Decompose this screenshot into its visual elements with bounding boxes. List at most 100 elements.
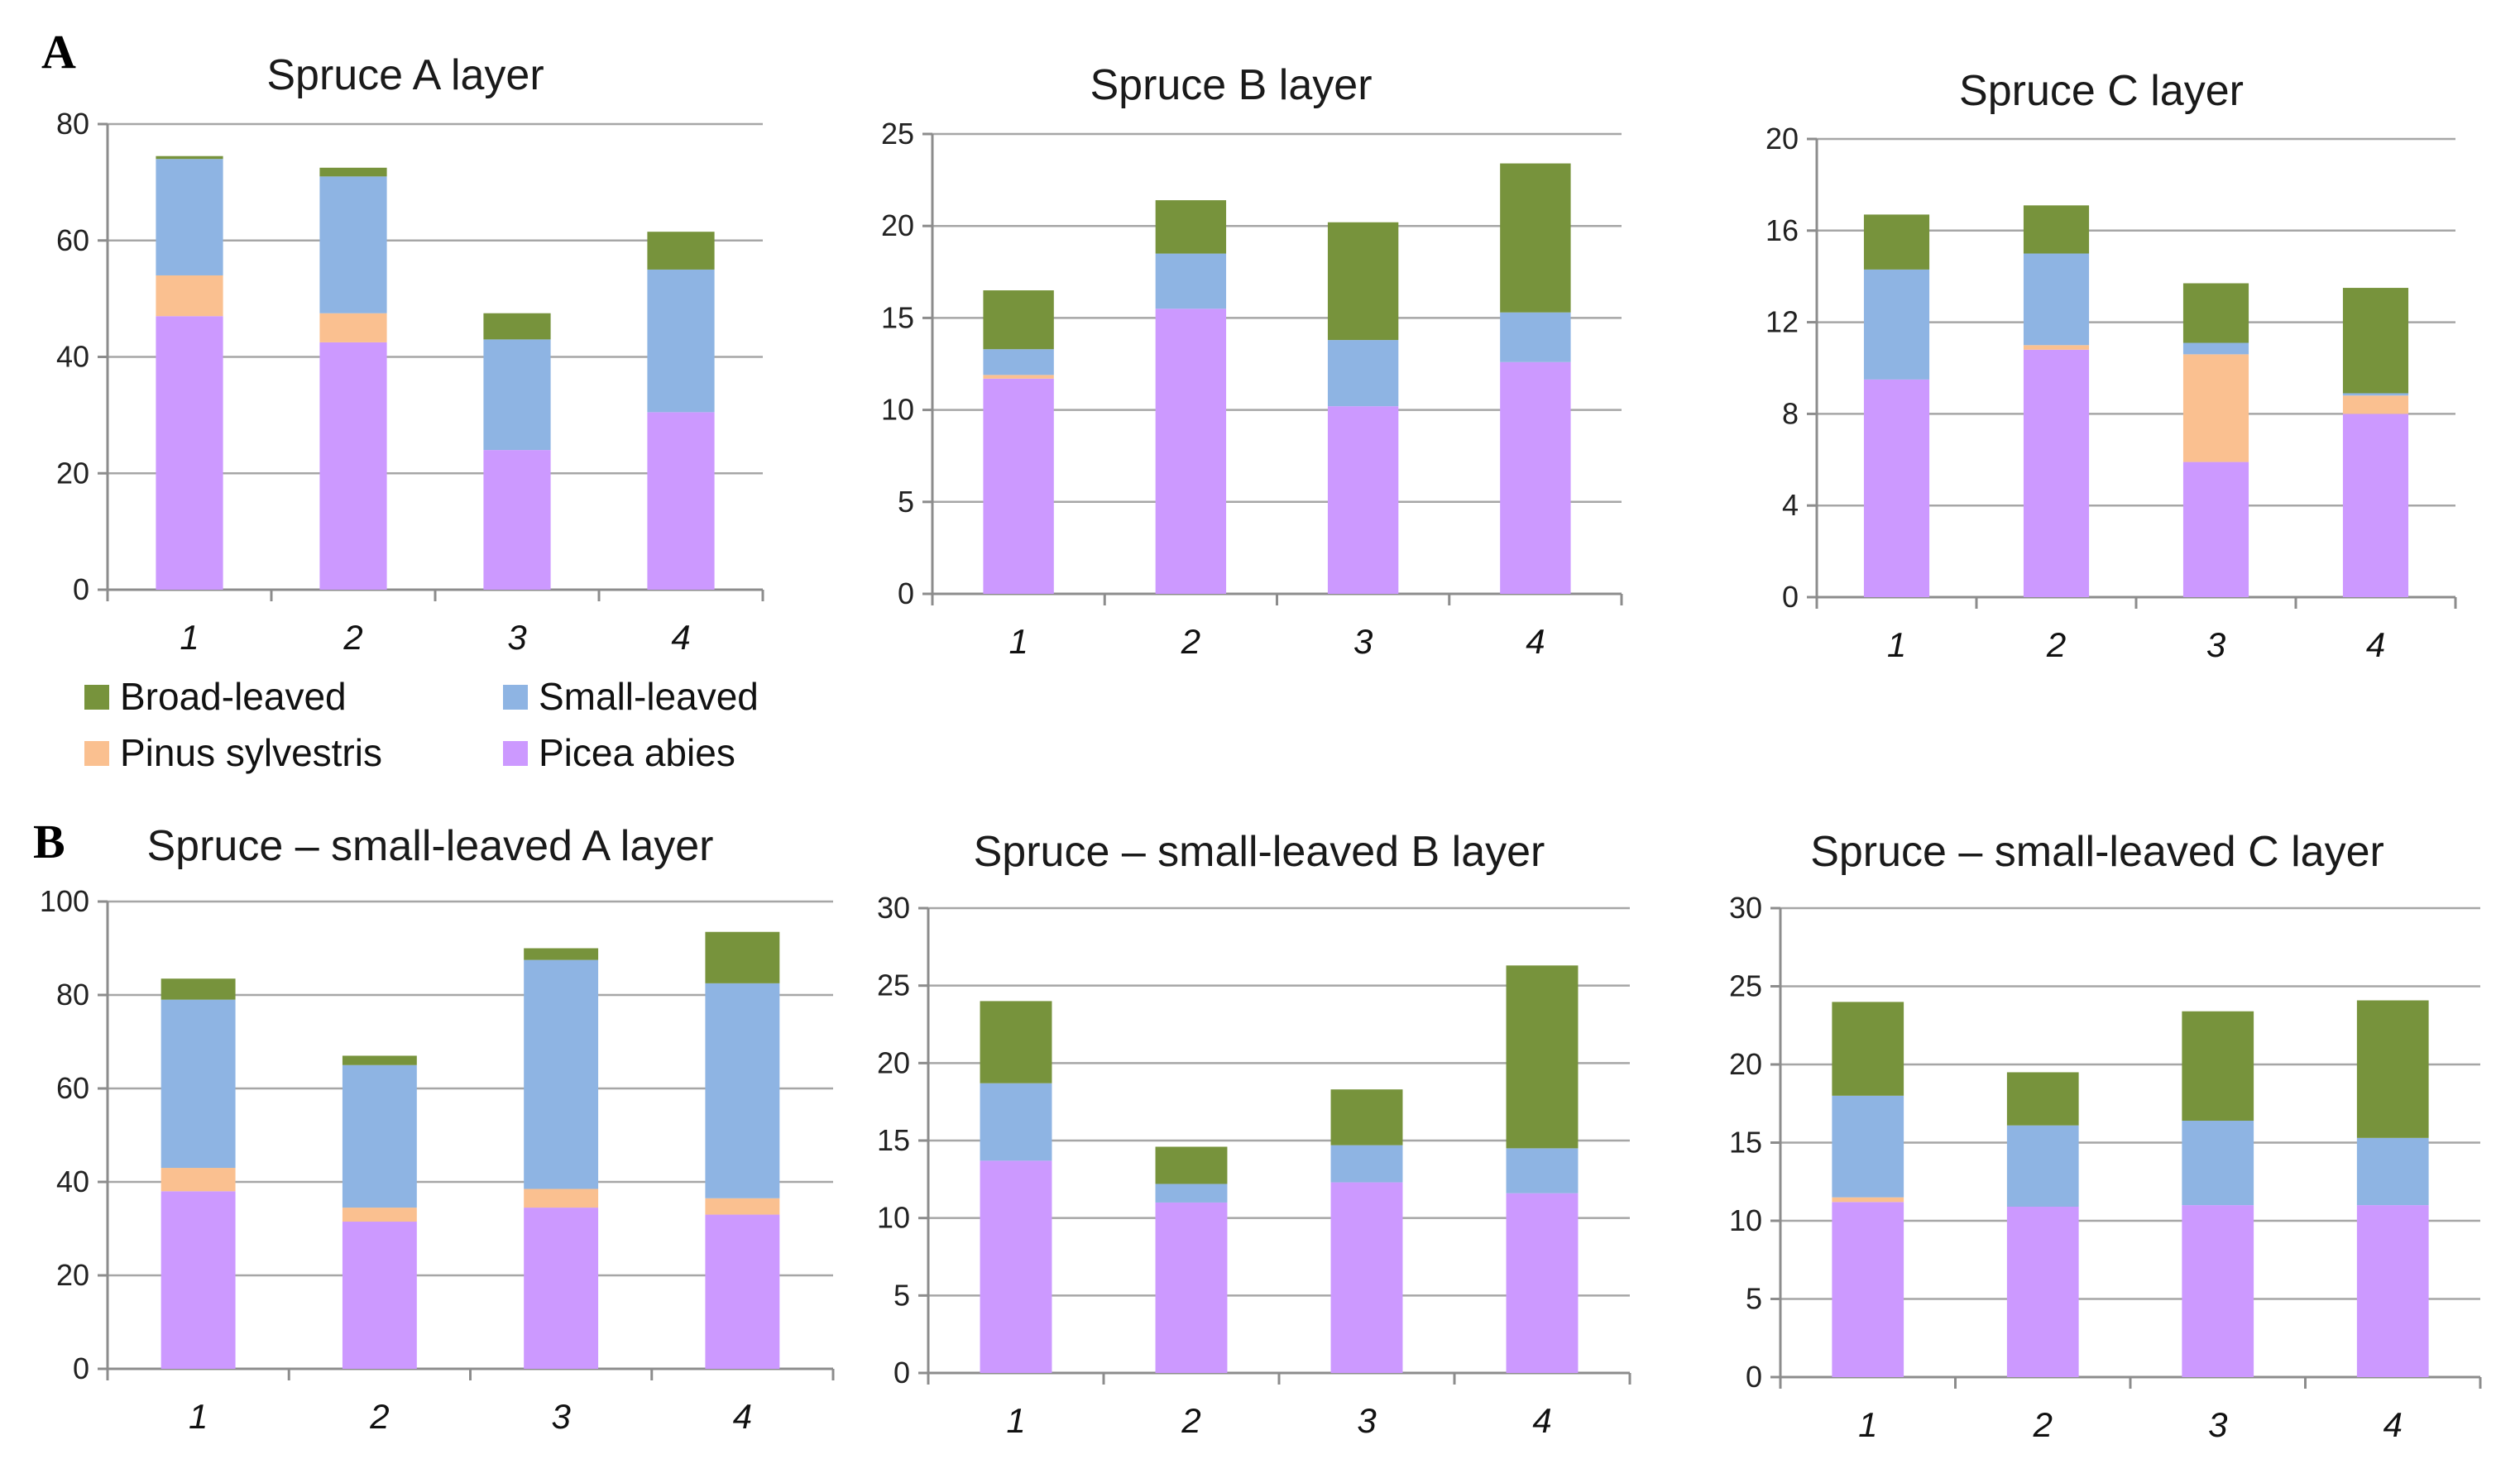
legend-swatch-pinus-sylvestris	[84, 741, 109, 766]
y-tick-label: 20	[877, 1045, 910, 1079]
chart-6: Spruce – small-leaved C layer 0 5 10 15 20 25 3…	[1729, 828, 2482, 1444]
y-tick-label: 60	[56, 1071, 89, 1105]
bar-picea-abies-3	[483, 450, 551, 590]
y-tick-label: 0	[898, 576, 914, 610]
bar-picea-abies-1	[1832, 1202, 1904, 1377]
bar-picea-abies-2	[342, 1222, 417, 1369]
y-tick-label: 20	[56, 456, 89, 490]
bar-pinus-sylvestris-4	[2342, 395, 2409, 414]
bar-picea-abies-1	[156, 316, 223, 590]
bar-small-leaved-4	[1500, 312, 1571, 362]
bar-broad-leaved-1	[156, 155, 223, 160]
x-tick-label: 1	[1006, 1401, 1025, 1440]
bar-small-leaved-1	[156, 159, 223, 275]
bar-broad-leaved-3	[2182, 1011, 2254, 1122]
y-tick-label: 10	[881, 393, 914, 427]
bar-picea-abies-2	[1155, 1202, 1228, 1373]
bar-small-leaved-1	[980, 1083, 1052, 1161]
y-tick-label: 10	[877, 1201, 910, 1235]
legend-swatch-picea-abies	[503, 741, 528, 766]
bar-picea-abies-2	[2023, 349, 2090, 597]
y-tick-label: 25	[1729, 969, 1762, 1003]
x-tick-label: 2	[2033, 1405, 2053, 1444]
bar-picea-abies-2	[2006, 1206, 2079, 1377]
bar-small-leaved-2	[319, 176, 387, 313]
bar-broad-leaved-1	[1863, 214, 1930, 270]
y-tick-label: 12	[1765, 305, 1799, 339]
x-tick-label: 2	[1181, 1401, 1200, 1440]
bar-pinus-sylvestris-3	[524, 1189, 599, 1208]
x-tick-label: 3	[551, 1397, 570, 1436]
legend-label-pinus-sylvestris: Pinus sylvestris	[120, 731, 382, 774]
x-tick-label: 3	[2208, 1405, 2227, 1444]
bar-picea-abies-3	[524, 1208, 599, 1369]
chart-2: Spruce B layer 0 5 10 15 20 25 1 2 3 4	[881, 61, 1623, 661]
legend-item-small-leaved: Small-leaved	[503, 675, 759, 718]
bar-pinus-sylvestris-1	[156, 275, 223, 317]
x-tick-label: 3	[2206, 625, 2225, 664]
y-tick-label: 5	[898, 485, 914, 519]
x-tick-label: 4	[2366, 625, 2385, 664]
x-tick-label: 4	[2383, 1405, 2403, 1444]
legend-label-picea-abies: Picea abies	[539, 731, 735, 774]
y-tick-label: 8	[1782, 396, 1799, 430]
bar-broad-leaved-3	[1330, 1089, 1403, 1146]
bar-broad-leaved-2	[2006, 1072, 2079, 1126]
bar-picea-abies-3	[1327, 406, 1399, 594]
x-tick-label: 4	[671, 618, 690, 657]
y-tick-label: 16	[1765, 213, 1799, 247]
y-tick-label: 0	[73, 1351, 89, 1385]
bar-small-leaved-4	[705, 983, 780, 1198]
panel-label-b: B	[33, 815, 65, 868]
bar-pinus-sylvestris-1	[983, 375, 1054, 379]
x-tick-label: 2	[1181, 622, 1200, 661]
bar-pinus-sylvestris-1	[1832, 1197, 1904, 1203]
legend-item-picea-abies: Picea abies	[503, 731, 735, 774]
y-tick-label: 15	[1729, 1126, 1762, 1160]
y-tick-label: 0	[73, 572, 89, 606]
x-tick-label: 4	[733, 1397, 752, 1436]
y-tick-label: 60	[56, 223, 89, 257]
bar-picea-abies-1	[160, 1191, 236, 1369]
bar-broad-leaved-3	[483, 313, 551, 340]
y-tick-label: 10	[1729, 1203, 1762, 1237]
bar-small-leaved-1	[1863, 269, 1930, 380]
bar-small-leaved-3	[1330, 1145, 1403, 1183]
bar-broad-leaved-4	[2342, 288, 2409, 394]
legend: Broad-leaved Small-leaved Pinus sylvestr…	[84, 675, 759, 774]
bar-picea-abies-2	[319, 342, 387, 590]
bar-broad-leaved-1	[983, 290, 1054, 350]
bar-picea-abies-1	[1863, 379, 1930, 597]
bar-small-leaved-3	[2182, 1121, 2254, 1206]
y-tick-label: 40	[56, 340, 89, 374]
bar-broad-leaved-4	[2356, 1000, 2429, 1138]
bar-small-leaved-4	[2342, 393, 2409, 396]
bar-small-leaved-3	[483, 339, 551, 451]
x-tick-label: 2	[343, 618, 362, 657]
y-tick-label: 30	[1729, 891, 1762, 925]
bar-small-leaved-2	[2023, 253, 2090, 346]
bar-broad-leaved-2	[2023, 205, 2090, 254]
y-tick-label: 15	[877, 1123, 910, 1157]
bar-broad-leaved-3	[1327, 222, 1399, 341]
bar-small-leaved-3	[2182, 342, 2249, 355]
chart-1: Spruce A layer 0 20 40 60 80 1 2 3 4	[56, 51, 764, 657]
bar-picea-abies-4	[705, 1214, 780, 1369]
bar-picea-abies-4	[2356, 1205, 2429, 1377]
bar-pinus-sylvestris-1	[160, 1168, 236, 1192]
y-tick-label: 0	[1782, 580, 1799, 614]
y-tick-label: 20	[881, 208, 914, 242]
y-tick-label: 20	[56, 1258, 89, 1292]
bar-small-leaved-2	[1155, 1184, 1228, 1203]
bar-picea-abies-4	[647, 412, 715, 590]
bar-pinus-sylvestris-2	[2023, 345, 2090, 350]
chart-title: Spruce C layer	[1959, 67, 2244, 115]
legend-item-pinus-sylvestris: Pinus sylvestris	[84, 731, 382, 774]
bar-broad-leaved-1	[1832, 1002, 1904, 1096]
legend-label-small-leaved: Small-leaved	[539, 675, 759, 718]
bar-small-leaved-3	[524, 959, 599, 1189]
chart-5: Spruce – small-leaved B layer 0 5 10 15 20 25 3…	[877, 828, 1631, 1440]
x-tick-label: 1	[180, 618, 199, 657]
x-tick-label: 1	[189, 1397, 208, 1436]
